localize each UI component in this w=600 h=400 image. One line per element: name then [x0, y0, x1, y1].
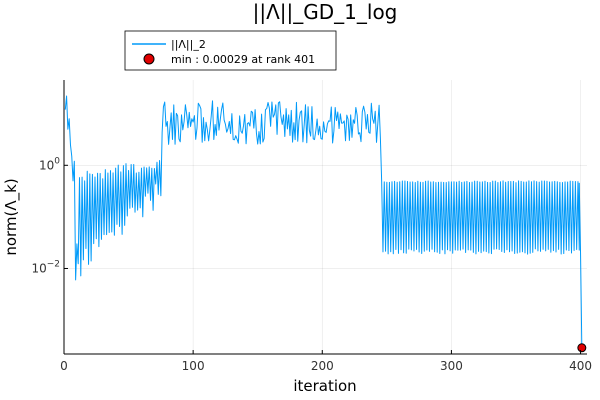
series-line-norm: [64, 95, 583, 348]
legend-entry-norm: ||Λ||_2: [171, 38, 206, 51]
axes: [63, 80, 587, 355]
x-axis-label: iteration: [293, 377, 356, 395]
y-tick-label: 100: [39, 156, 60, 172]
x-tick-label: 400: [569, 359, 592, 373]
x-tick-label: 0: [60, 359, 68, 373]
legend-marker-swatch: [143, 53, 155, 65]
grid: [63, 80, 587, 354]
min-point: [577, 343, 587, 353]
x-ticks: 0 100 200 300 400: [60, 350, 592, 373]
chart-title: ||Λ||_GD_1_log: [253, 0, 398, 24]
series-layer: [64, 95, 587, 353]
legend: ||Λ||_2 min : 0.00029 at rank 401: [124, 30, 337, 71]
y-tick-label: 10−2: [31, 259, 60, 275]
legend-box: [124, 30, 337, 71]
legend-entry-min: min : 0.00029 at rank 401: [171, 53, 315, 66]
x-tick-label: 200: [311, 359, 334, 373]
x-tick-label: 300: [440, 359, 463, 373]
y-ticks: 100 10−2: [31, 156, 68, 275]
x-tick-label: 100: [182, 359, 205, 373]
y-axis-label: norm(Λ_k): [2, 178, 21, 255]
